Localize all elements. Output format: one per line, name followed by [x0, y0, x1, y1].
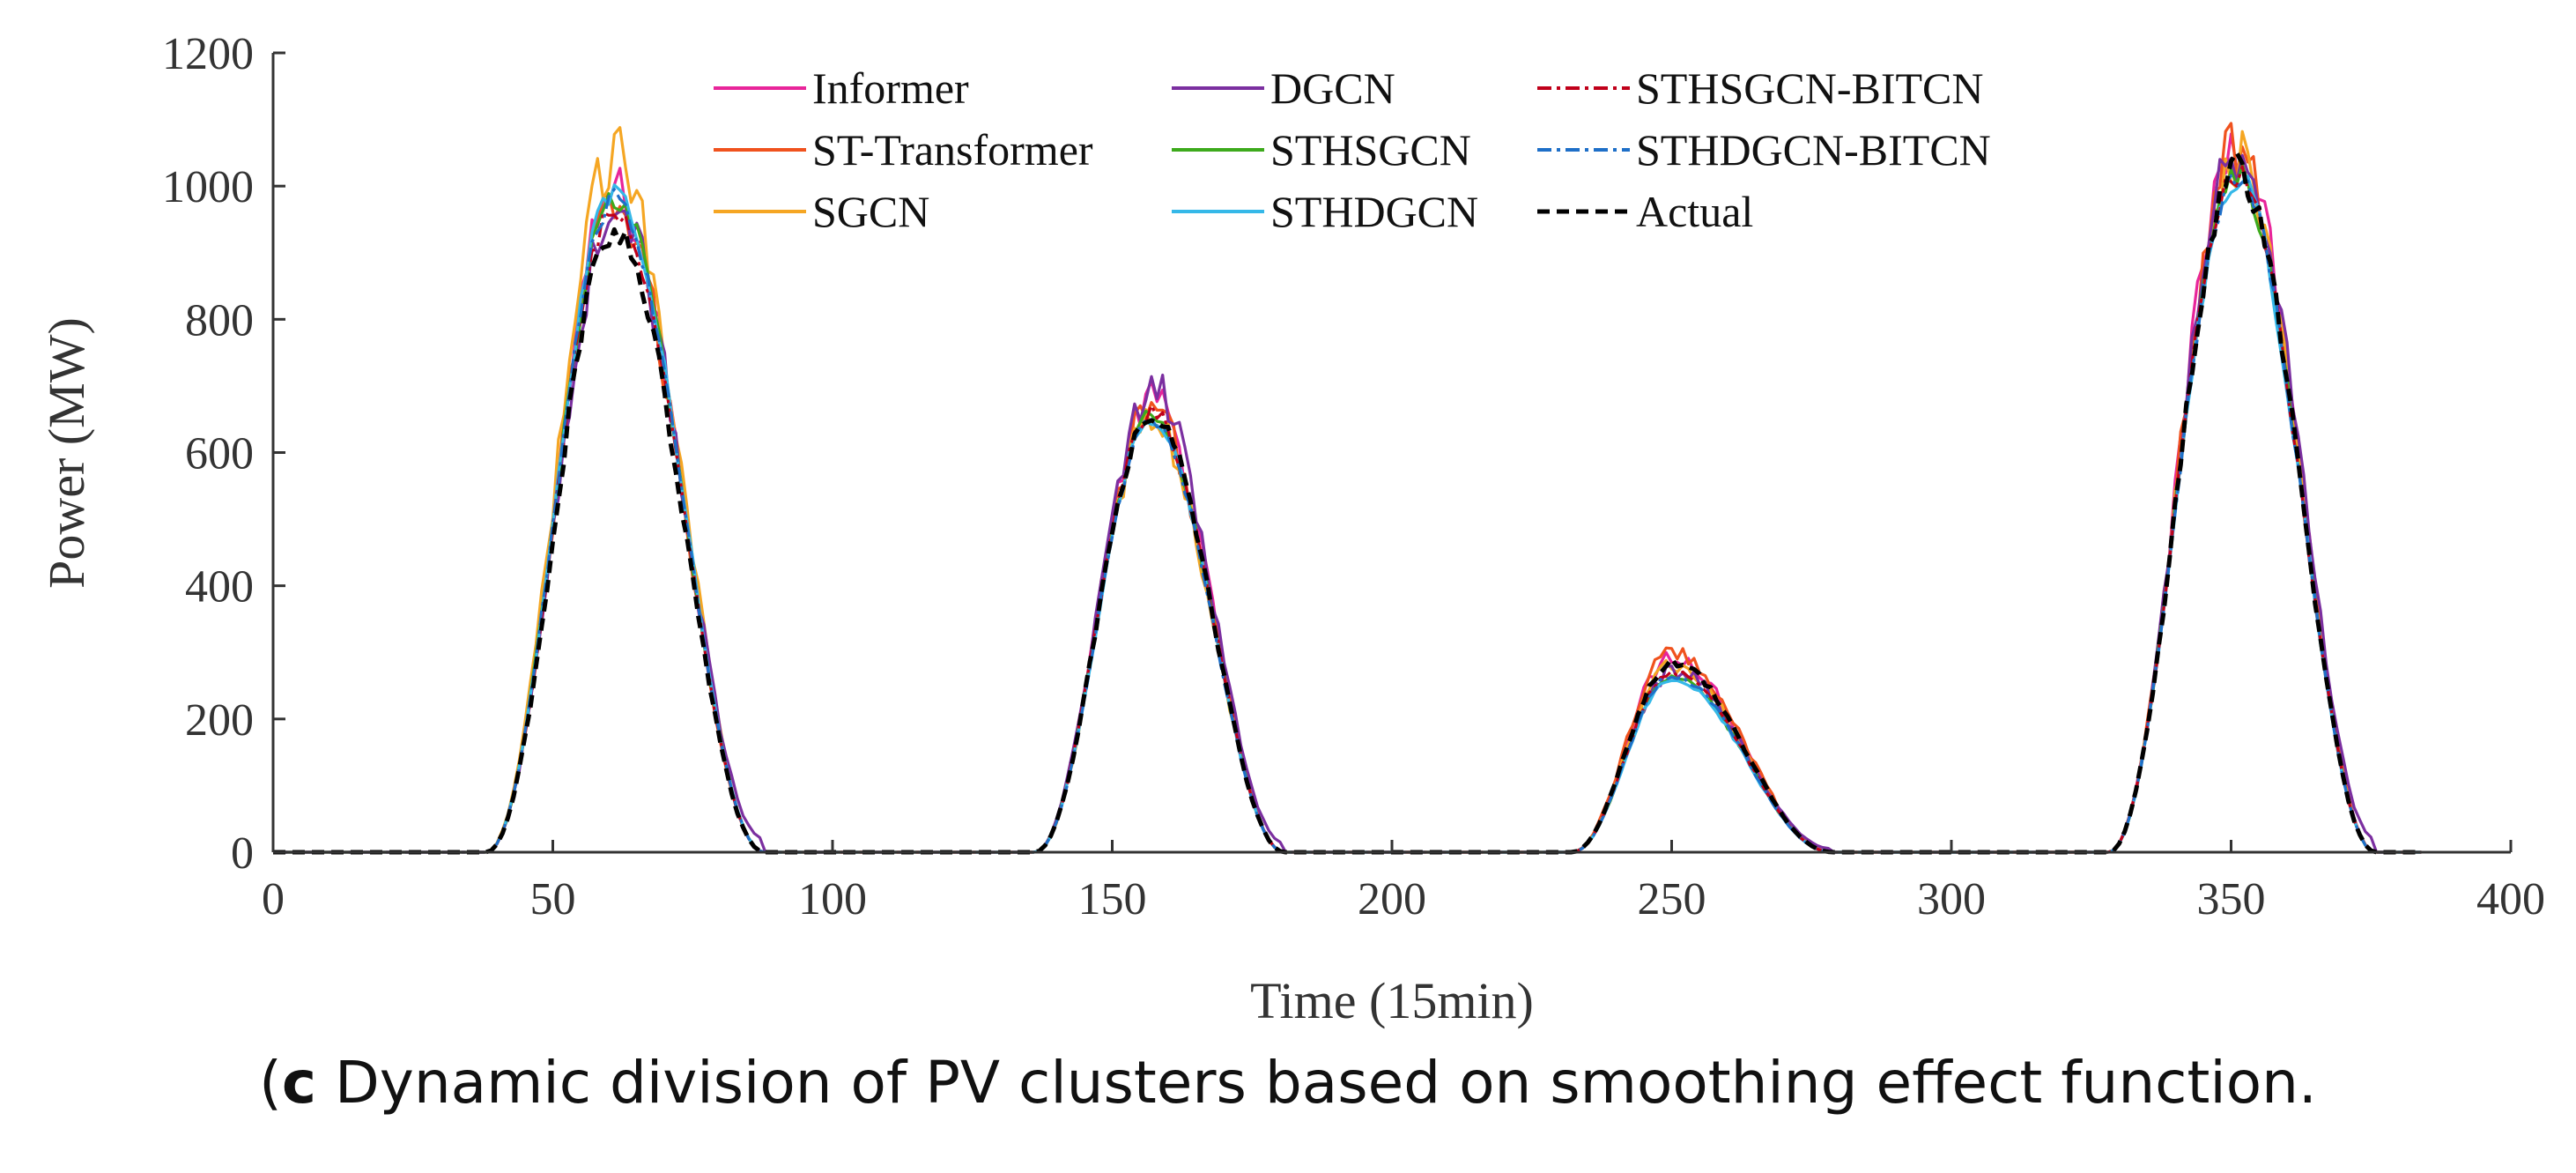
legend-entry: STHSGCN-BITCN [1636, 63, 1983, 113]
series-line-sthsgcn-bitcn [273, 165, 2422, 854]
figure-caption: (c Dynamic division of PV clusters based… [259, 1049, 2317, 1117]
y-axis-title: Power (MW) [38, 317, 95, 589]
y-tick-label: 800 [185, 295, 254, 345]
legend-entry: SGCN [812, 187, 929, 236]
legend-entry: ST-Transformer [812, 125, 1093, 174]
y-tick-label: 1000 [162, 162, 254, 212]
caption-label: c [281, 1049, 316, 1117]
legend-entry: DGCN [1270, 63, 1395, 113]
x-axis-title: Time (15min) [1250, 972, 1534, 1029]
x-tick-label: 50 [530, 874, 576, 924]
caption-text: Dynamic division of PV clusters based on… [315, 1049, 2317, 1117]
y-tick-label: 1200 [162, 29, 254, 79]
ticks: 0 50 100 150 200 250 300 350 400 0 200 400 600 800 100… [162, 29, 2545, 924]
x-tick-label: 400 [2476, 874, 2545, 924]
legend-entry: STHDGCN-BITCN [1636, 125, 1991, 174]
x-tick-label: 250 [1638, 874, 1706, 924]
x-tick-label: 350 [2197, 874, 2266, 924]
series-line-sgcn [273, 126, 2422, 854]
series-line-sthsgcn [273, 162, 2422, 854]
series-line-informer [273, 132, 2422, 854]
legend-entry: STHDGCN [1270, 187, 1478, 236]
x-tick-label: 0 [262, 874, 285, 924]
y-tick-label: 600 [185, 429, 254, 479]
series-line-sthdgcn-bitcn [273, 174, 2422, 854]
x-tick-label: 100 [798, 874, 867, 924]
legend-entry: STHSGCN [1270, 125, 1471, 174]
y-tick-label: 200 [185, 695, 254, 746]
series-line-sthdgcn [273, 174, 2422, 854]
x-tick-label: 200 [1358, 874, 1426, 924]
y-tick-label: 0 [231, 828, 254, 879]
x-tick-label: 300 [1917, 874, 1986, 924]
y-tick-label: 400 [185, 562, 254, 612]
legend-entry: Actual [1636, 187, 1753, 236]
x-tick-label: 150 [1078, 874, 1147, 924]
legend-entry: Informer [812, 63, 969, 113]
legend: Informer ST-Transformer SGCN DGCN STHSGCN STH… [714, 63, 1991, 236]
series-line-actual [273, 150, 2422, 855]
